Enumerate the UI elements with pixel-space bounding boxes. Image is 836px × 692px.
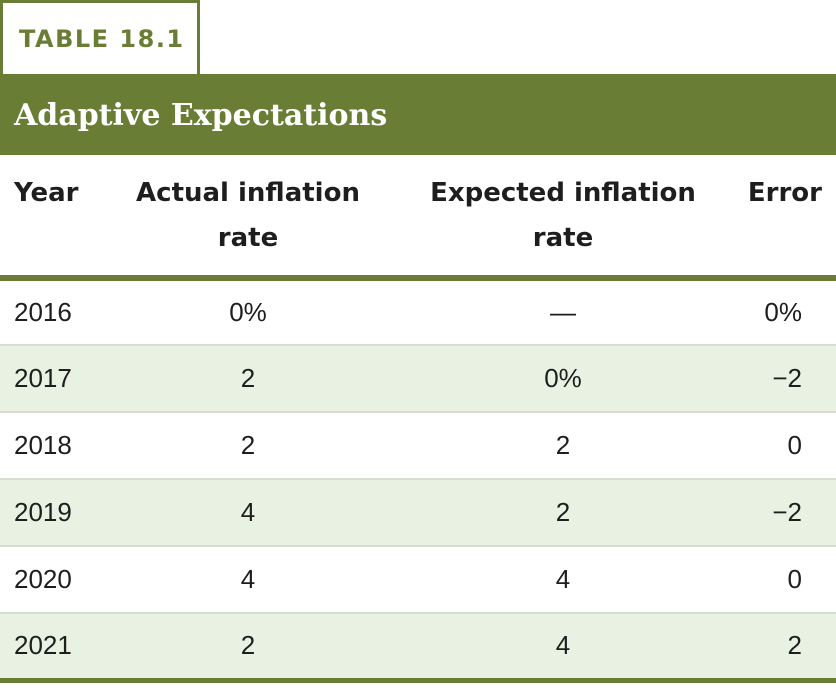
header-expected-inflation: Expected inflation rate [386,155,740,281]
cell-year: 2018 [0,412,110,480]
data-table: Year Actual inflation rate Expected infla… [0,155,836,683]
table-row: 2017 2 0% −2 [0,345,836,413]
cell-expected: 2 [386,479,740,547]
table-row: 2020 4 4 0 [0,546,836,614]
cell-error: −2 [740,345,836,413]
cell-expected: 2 [386,412,740,480]
cell-year: 2016 [0,278,110,346]
cell-error: 0% [740,278,836,346]
cell-year: 2017 [0,345,110,413]
table-row: 2019 4 2 −2 [0,479,836,547]
cell-actual: 2 [110,613,386,683]
header-year: Year [0,155,110,281]
cell-actual: 4 [110,479,386,547]
cell-expected: 0% [386,345,740,413]
table-label: TABLE 18.1 [19,25,185,53]
cell-year: 2019 [0,479,110,547]
table-row: 2018 2 2 0 [0,412,836,480]
cell-expected: 4 [386,546,740,614]
header-actual-inflation: Actual inflation rate [110,155,386,281]
cell-error: 0 [740,412,836,480]
header-error: Error [740,155,836,281]
table-row: 2016 0% — 0% [0,278,836,346]
cell-actual: 2 [110,345,386,413]
title-bar: Adaptive Expectations [0,74,836,155]
cell-error: 2 [740,613,836,683]
cell-error: −2 [740,479,836,547]
cell-error: 0 [740,546,836,614]
cell-actual: 0% [110,278,386,346]
header-row: Year Actual inflation rate Expected infla… [0,155,836,281]
cell-actual: 2 [110,412,386,480]
table-title: Adaptive Expectations [14,98,388,133]
cell-expected: — [386,278,740,346]
table-row: 2021 2 4 2 [0,613,836,683]
cell-actual: 4 [110,546,386,614]
cell-year: 2020 [0,546,110,614]
cell-expected: 4 [386,613,740,683]
table-label-tab: TABLE 18.1 [0,0,200,74]
cell-year: 2021 [0,613,110,683]
